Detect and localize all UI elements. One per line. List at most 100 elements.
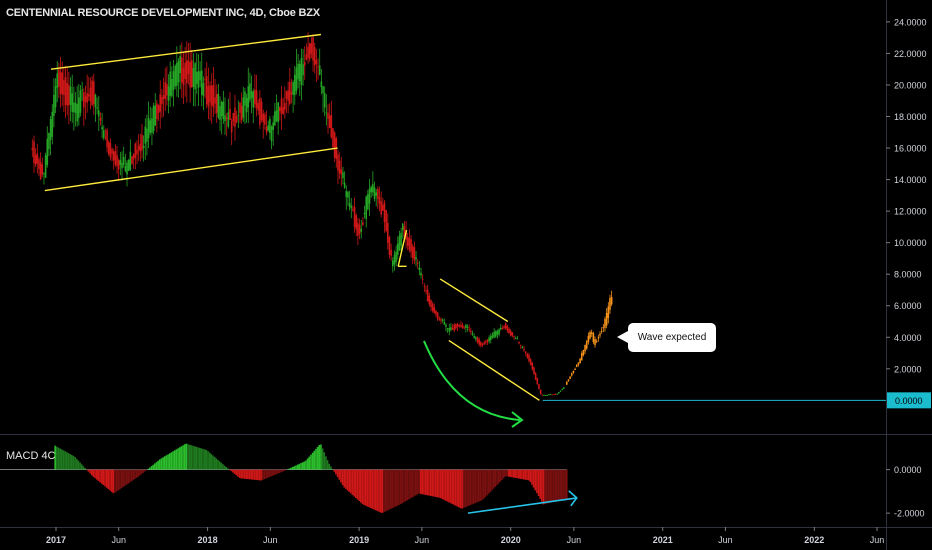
macd-bar bbox=[358, 469, 360, 502]
price-candle bbox=[159, 94, 162, 112]
macd-bar bbox=[258, 469, 261, 481]
price-candle bbox=[215, 93, 218, 113]
price-candle bbox=[420, 272, 422, 276]
macd-bar bbox=[134, 469, 136, 480]
macd-bar bbox=[69, 454, 71, 470]
macd-bar bbox=[532, 469, 535, 488]
macd-bar bbox=[345, 469, 347, 489]
price-candle bbox=[43, 172, 45, 174]
macd-bar bbox=[139, 469, 141, 476]
price-candle bbox=[446, 328, 449, 329]
macd-bar bbox=[172, 451, 174, 470]
macd-bar bbox=[115, 469, 118, 492]
macd-bar bbox=[527, 469, 530, 481]
macd-bar bbox=[222, 464, 224, 470]
price-candle bbox=[290, 91, 293, 95]
price-candle bbox=[362, 222, 364, 225]
price-candle bbox=[473, 336, 475, 338]
price-candle bbox=[63, 80, 65, 96]
price-candle bbox=[450, 327, 452, 330]
price-candle bbox=[78, 97, 80, 118]
macd-bar bbox=[252, 469, 254, 480]
price-candle bbox=[453, 324, 456, 331]
macd-bar bbox=[444, 469, 447, 501]
price-candle bbox=[478, 339, 480, 345]
macd-bar bbox=[413, 469, 415, 497]
price-candle bbox=[230, 120, 233, 133]
price-candle bbox=[277, 102, 279, 123]
macd-bar bbox=[295, 465, 297, 470]
price-candle bbox=[36, 153, 39, 164]
price-candle bbox=[391, 260, 394, 267]
price-candle bbox=[511, 332, 514, 336]
projection-candle bbox=[595, 341, 598, 342]
macd-bar bbox=[481, 469, 483, 501]
macd-bar bbox=[84, 467, 86, 470]
price-candle bbox=[483, 342, 485, 345]
price-candle bbox=[342, 172, 344, 179]
price-candle bbox=[543, 394, 545, 396]
macd-bar bbox=[529, 469, 532, 482]
macd-bar bbox=[281, 469, 284, 472]
macd-bar bbox=[220, 462, 223, 470]
price-candle bbox=[295, 67, 298, 91]
y-tick-label: 20.0000 bbox=[894, 80, 927, 90]
trendline bbox=[439, 278, 509, 323]
macd-bar bbox=[230, 469, 233, 472]
price-candle bbox=[318, 65, 321, 75]
macd-bar bbox=[61, 449, 63, 470]
price-candle bbox=[154, 105, 157, 126]
price-candle bbox=[91, 80, 93, 106]
price-candle bbox=[370, 186, 372, 193]
price-candle bbox=[539, 389, 542, 395]
macd-bar bbox=[125, 469, 128, 485]
macd-bar bbox=[369, 469, 372, 509]
macd-bar bbox=[237, 469, 239, 477]
x-tick-label: 2021 bbox=[653, 535, 673, 545]
macd-bar bbox=[409, 469, 412, 499]
macd-bar bbox=[90, 469, 93, 476]
macd-bar bbox=[514, 469, 517, 478]
price-candle bbox=[272, 122, 274, 131]
price-candle bbox=[51, 111, 54, 137]
price-candle bbox=[171, 79, 173, 97]
macd-bar bbox=[459, 469, 462, 509]
macd-bar bbox=[283, 469, 286, 471]
price-candle bbox=[303, 61, 306, 66]
macd-pane bbox=[0, 443, 578, 514]
macd-bar bbox=[414, 469, 417, 496]
price-candle bbox=[111, 149, 113, 155]
macd-bar bbox=[554, 469, 556, 502]
macd-bar bbox=[168, 453, 171, 470]
macd-bar bbox=[59, 448, 61, 470]
price-candle bbox=[76, 104, 78, 122]
price-candle bbox=[176, 62, 178, 86]
macd-bar bbox=[486, 469, 488, 496]
macd-bar bbox=[240, 469, 243, 479]
macd-bar bbox=[451, 469, 453, 504]
price-candle bbox=[406, 237, 409, 246]
projection-candle bbox=[565, 381, 568, 385]
price-candle bbox=[526, 353, 529, 358]
price-candle bbox=[49, 119, 52, 140]
price-candle bbox=[280, 98, 283, 114]
price-candle bbox=[54, 86, 57, 108]
price-candle bbox=[174, 65, 176, 87]
price-candle bbox=[293, 74, 296, 96]
macd-bar bbox=[257, 469, 259, 481]
price-candle bbox=[383, 202, 386, 223]
macd-bar bbox=[217, 459, 219, 470]
price-candle bbox=[456, 324, 459, 327]
price-candle bbox=[372, 184, 374, 193]
macd-bar bbox=[296, 464, 299, 470]
price-candle bbox=[430, 300, 432, 308]
price-candle bbox=[96, 107, 98, 109]
macd-bar bbox=[85, 469, 88, 471]
price-candle bbox=[365, 196, 368, 219]
macd-bar bbox=[207, 451, 209, 470]
price-candle bbox=[73, 102, 75, 113]
macd-bar bbox=[273, 469, 276, 476]
macd-bar bbox=[248, 469, 251, 480]
macd-bar bbox=[394, 469, 397, 507]
price-candle bbox=[559, 390, 562, 392]
